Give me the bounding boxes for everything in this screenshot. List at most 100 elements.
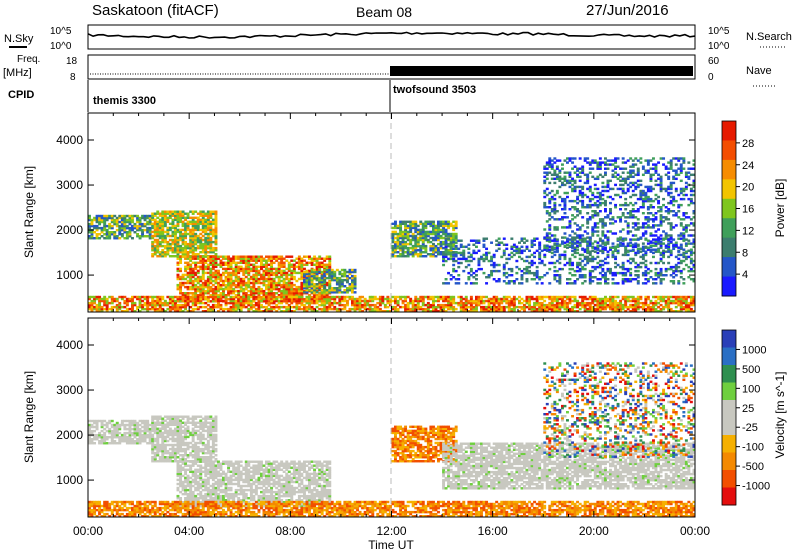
range-time-cell xyxy=(449,307,453,311)
range-time-cell xyxy=(561,299,564,303)
range-time-cell xyxy=(414,303,418,307)
range-time-cell xyxy=(505,243,509,247)
range-time-cell xyxy=(502,307,506,311)
range-time-cell xyxy=(295,295,299,299)
range-time-cell xyxy=(578,179,582,183)
range-time-cell xyxy=(219,285,223,289)
range-time-cell xyxy=(571,157,575,160)
range-time-cell xyxy=(156,242,160,246)
range-time-cell xyxy=(189,216,193,220)
range-time-cell xyxy=(118,228,122,232)
range-time-cell xyxy=(133,303,137,307)
range-time-cell xyxy=(179,238,183,242)
range-time-cell xyxy=(629,303,633,307)
range-time-cell xyxy=(545,303,549,307)
nave-tick-top: 60 xyxy=(708,56,720,67)
range-time-cell xyxy=(561,216,564,219)
range-time-cell xyxy=(227,265,231,269)
range-time-cell xyxy=(528,299,532,303)
range-time-cell xyxy=(689,257,693,261)
range-time-cell xyxy=(168,305,172,309)
range-time-cell xyxy=(105,214,109,218)
range-time-cell xyxy=(272,277,276,281)
range-time-cell xyxy=(158,242,162,246)
range-time-cell xyxy=(209,263,213,267)
range-time-cell xyxy=(581,167,585,170)
range-time-cell xyxy=(442,257,446,261)
range-time-cell xyxy=(254,303,258,307)
range-time-cell xyxy=(260,255,263,258)
range-time-cell xyxy=(457,295,461,299)
range-time-cell xyxy=(318,289,322,292)
range-time-cell xyxy=(581,276,585,279)
range-time-cell xyxy=(333,297,337,301)
range-time-cell xyxy=(604,203,607,207)
range-time-cell xyxy=(176,244,180,248)
range-time-cell xyxy=(563,301,567,305)
range-time-cell xyxy=(548,161,552,164)
range-time-cell xyxy=(151,230,155,234)
range-time-cell xyxy=(677,301,681,305)
range-time-cell xyxy=(649,307,653,311)
range-time-cell xyxy=(98,299,102,303)
range-time-cell xyxy=(598,161,602,164)
range-time-cell xyxy=(490,257,494,261)
range-time-cell xyxy=(199,259,203,262)
range-time-cell xyxy=(239,287,243,291)
range-time-cell xyxy=(356,301,360,305)
range-time-cell xyxy=(646,280,650,283)
range-time-cell xyxy=(176,285,180,289)
range-time-cell xyxy=(591,175,595,179)
range-time-cell xyxy=(591,197,595,201)
range-time-cell xyxy=(148,214,152,218)
range-time-cell xyxy=(328,295,332,299)
range-time-cell xyxy=(201,222,205,226)
range-time-cell xyxy=(588,282,592,285)
range-time-cell xyxy=(338,272,342,276)
range-time-cell xyxy=(320,261,324,265)
range-time-cell xyxy=(411,234,415,238)
range-time-cell xyxy=(601,234,605,237)
range-time-cell xyxy=(624,301,628,305)
range-time-cell xyxy=(292,305,296,309)
range-time-cell xyxy=(631,307,635,311)
range-time-cell xyxy=(538,253,542,257)
range-time-cell xyxy=(98,220,102,224)
range-time-cell xyxy=(275,310,279,313)
range-time-cell xyxy=(209,289,213,293)
range-time-cell xyxy=(578,236,582,239)
range-time-cell xyxy=(614,274,618,277)
range-time-cell xyxy=(320,270,324,274)
range-time-cell xyxy=(260,296,263,299)
range-time-cell xyxy=(358,295,362,299)
range-time-cell xyxy=(120,297,124,301)
range-time-cell xyxy=(449,241,453,244)
range-time-cell xyxy=(275,283,279,287)
range-time-cell xyxy=(596,265,600,269)
range-time-cell xyxy=(171,222,175,226)
range-time-cell xyxy=(219,307,223,311)
range-time-cell xyxy=(394,249,397,252)
range-time-cell xyxy=(267,285,271,289)
range-time-cell xyxy=(292,310,296,313)
range-time-cell xyxy=(581,195,585,199)
range-time-cell xyxy=(462,303,466,307)
range-time-cell xyxy=(684,295,688,299)
range-time-cell xyxy=(598,263,602,267)
range-time-cell xyxy=(593,161,597,164)
range-time-cell xyxy=(252,259,256,262)
range-time-cell xyxy=(573,303,577,307)
range-time-cell xyxy=(93,305,97,309)
range-time-cell xyxy=(234,271,238,275)
range-time-cell xyxy=(118,237,122,240)
range-time-cell xyxy=(108,301,112,305)
range-time-cell xyxy=(333,272,337,276)
range-time-cell xyxy=(538,243,542,247)
range-time-cell xyxy=(606,185,610,189)
range-time-cell xyxy=(399,234,403,238)
range-time-cell xyxy=(176,261,180,265)
range-time-cell xyxy=(586,179,590,183)
range-time-cell xyxy=(260,275,263,279)
range-time-cell xyxy=(662,307,666,311)
range-time-cell xyxy=(591,299,595,303)
